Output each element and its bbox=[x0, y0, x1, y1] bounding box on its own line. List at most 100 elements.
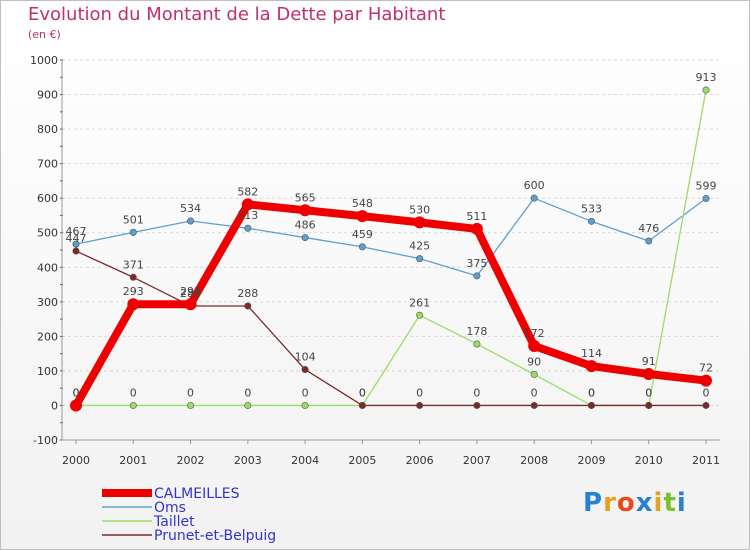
data-point bbox=[244, 224, 252, 232]
data-label: 447 bbox=[66, 232, 87, 245]
data-point bbox=[187, 217, 195, 225]
x-tick-label: 2002 bbox=[177, 454, 205, 467]
data-point bbox=[129, 401, 137, 409]
y-tick-label: 400 bbox=[37, 261, 58, 274]
data-label: 0 bbox=[703, 386, 710, 399]
data-label: 548 bbox=[352, 197, 373, 210]
y-tick-label: 700 bbox=[37, 158, 58, 171]
y-tick-label: 0 bbox=[51, 399, 58, 412]
data-label: 0 bbox=[359, 386, 366, 399]
data-point bbox=[642, 368, 655, 381]
y-tick-label: -100 bbox=[33, 434, 58, 447]
data-point bbox=[244, 302, 252, 310]
logo-letter: i bbox=[676, 488, 687, 518]
data-label: 0 bbox=[645, 386, 652, 399]
y-tick-label: 900 bbox=[37, 89, 58, 102]
y-tick-label: 500 bbox=[37, 227, 58, 240]
data-label: 0 bbox=[73, 386, 80, 399]
data-point bbox=[244, 401, 252, 409]
logo-letter: P bbox=[583, 488, 604, 518]
legend-label-0: CALMEILLES bbox=[154, 486, 240, 502]
data-label: 104 bbox=[295, 351, 316, 364]
data-point bbox=[356, 210, 369, 223]
data-label: 534 bbox=[180, 202, 201, 215]
data-label: 375 bbox=[466, 257, 487, 270]
data-point bbox=[129, 228, 137, 236]
data-point bbox=[129, 273, 137, 281]
data-label: 513 bbox=[237, 209, 258, 222]
data-point bbox=[587, 217, 595, 225]
data-label: 0 bbox=[359, 386, 366, 399]
x-tick-label: 2009 bbox=[577, 454, 605, 467]
logo-letter: t bbox=[663, 488, 677, 518]
data-point bbox=[700, 374, 712, 387]
data-label: 459 bbox=[352, 228, 373, 241]
data-label: 565 bbox=[295, 191, 316, 204]
y-tick-label: 100 bbox=[37, 365, 58, 378]
data-label: 293 bbox=[123, 285, 144, 298]
y-tick-label: 800 bbox=[37, 123, 58, 136]
y-tick-label: 200 bbox=[37, 330, 58, 343]
data-point bbox=[358, 401, 366, 409]
data-point bbox=[473, 401, 481, 409]
data-point bbox=[530, 370, 538, 378]
logo-letter: o bbox=[616, 488, 636, 518]
data-label: 530 bbox=[409, 203, 430, 216]
logo-letter: i bbox=[653, 488, 664, 518]
data-point bbox=[470, 222, 483, 235]
data-point bbox=[184, 298, 197, 311]
data-label: 91 bbox=[642, 355, 656, 368]
data-point bbox=[528, 340, 541, 353]
data-point bbox=[127, 298, 140, 311]
data-label: 293 bbox=[180, 285, 201, 298]
data-point bbox=[72, 240, 80, 248]
x-tick-label: 2008 bbox=[520, 454, 548, 467]
data-label: 0 bbox=[588, 386, 595, 399]
data-point bbox=[702, 401, 710, 409]
data-label: 467 bbox=[66, 225, 87, 238]
data-point bbox=[473, 340, 481, 348]
data-point bbox=[241, 198, 254, 211]
x-tick-label: 2004 bbox=[291, 454, 319, 467]
data-label: 0 bbox=[588, 386, 595, 399]
data-point bbox=[702, 195, 710, 203]
x-tick-label: 2011 bbox=[692, 454, 720, 467]
x-tick-label: 2007 bbox=[463, 454, 491, 467]
data-label: 288 bbox=[180, 287, 201, 300]
series-line-1 bbox=[75, 197, 707, 277]
data-point bbox=[301, 366, 309, 374]
x-tick-label: 2010 bbox=[635, 454, 663, 467]
data-label: 72 bbox=[699, 362, 713, 375]
logo-letter: r bbox=[603, 488, 617, 518]
data-point bbox=[530, 401, 538, 409]
data-label: 0 bbox=[302, 386, 309, 399]
data-point bbox=[416, 311, 424, 319]
y-tick-label: 600 bbox=[37, 192, 58, 205]
data-label: 0 bbox=[531, 386, 538, 399]
data-point bbox=[416, 255, 424, 263]
data-label: 425 bbox=[409, 240, 430, 253]
data-label: 90 bbox=[527, 355, 541, 368]
chart-title: Evolution du Montant de la Dette par Hab… bbox=[28, 4, 446, 25]
data-label: 476 bbox=[638, 222, 659, 235]
data-point bbox=[530, 194, 538, 202]
data-label: 486 bbox=[295, 219, 316, 232]
data-point bbox=[358, 243, 366, 251]
series-line-0 bbox=[72, 200, 710, 410]
data-point bbox=[72, 247, 80, 255]
data-label: 582 bbox=[237, 185, 258, 198]
data-label: 114 bbox=[581, 347, 602, 360]
data-label: 0 bbox=[187, 386, 194, 399]
data-label: 599 bbox=[696, 180, 717, 193]
data-label: 178 bbox=[466, 325, 487, 338]
logo-letter: x bbox=[635, 488, 654, 518]
x-tick-label: 2006 bbox=[406, 454, 434, 467]
legend-label-3: Prunet-et-Belpuig bbox=[154, 528, 276, 544]
x-tick-label: 2005 bbox=[348, 454, 376, 467]
data-point bbox=[70, 399, 82, 412]
series-line-3 bbox=[75, 250, 707, 407]
x-tick-label: 2003 bbox=[234, 454, 262, 467]
data-label: 0 bbox=[244, 386, 251, 399]
